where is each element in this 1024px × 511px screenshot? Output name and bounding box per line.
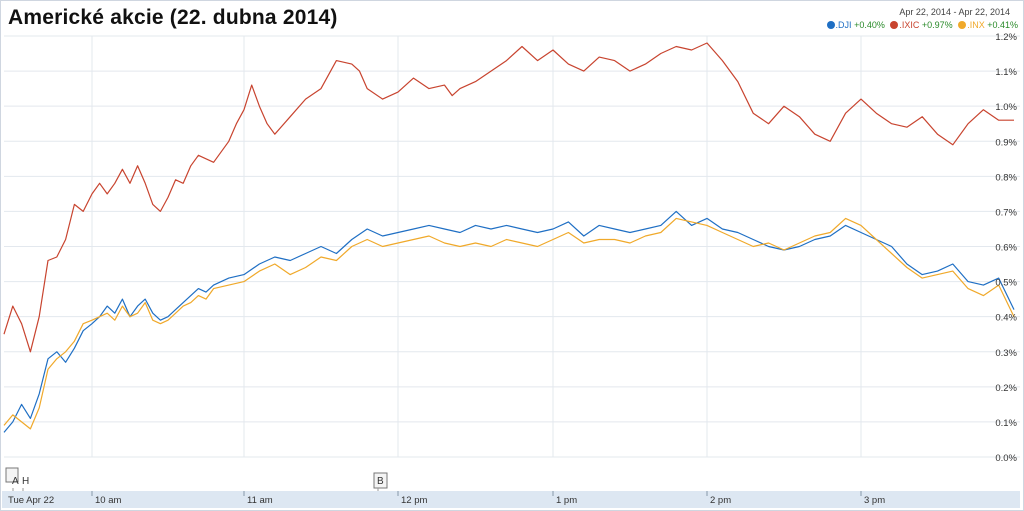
x-tick-label: 10 am — [95, 495, 121, 506]
legend-name-ixic: .IXIC — [899, 20, 920, 30]
series-line-ixic — [3, 42, 1014, 353]
date-range: Apr 22, 2014 - Apr 22, 2014 — [899, 7, 1010, 17]
legend-dot-inx — [958, 21, 967, 29]
y-axis: 0.0% 0.1% 0.2% 0.3% 0.4% 0.5% 0.6% 0.7% 0.8% 0.9%… — [995, 32, 1017, 464]
y-tick-label: 0.7% — [995, 207, 1017, 218]
marker-h: H — [22, 476, 29, 487]
legend-change-ixic: +0.97% — [921, 20, 953, 30]
legend-change-inx: +0.41% — [987, 20, 1018, 30]
y-tick-label: 1.1% — [995, 67, 1017, 78]
x-tick-label: Tue Apr 22 — [8, 495, 54, 506]
legend-dot-ixic — [890, 21, 899, 29]
legend-dot-dji — [826, 21, 835, 29]
marker-box-b — [373, 472, 388, 489]
x-tick-label: 3 pm — [864, 495, 885, 506]
y-tick-label: 1.2% — [995, 32, 1017, 43]
y-tick-label: 0.3% — [995, 348, 1017, 359]
legend-item-ixic[interactable]: .IXIC +0.97% — [890, 20, 955, 30]
y-tick-label: 0.6% — [995, 243, 1017, 254]
gridlines — [4, 35, 1020, 458]
legend-name-inx: .INX — [967, 20, 985, 30]
legend-item-dji[interactable]: .DJI +0.40% — [826, 20, 888, 30]
y-tick-label: 0.8% — [995, 172, 1017, 183]
series-lines — [3, 42, 1015, 433]
x-axis: Tue Apr 22 10 am 11 am 12 pm 1 pm 2 pm 3 pm — [8, 491, 885, 506]
marker-flag — [5, 467, 19, 483]
x-tick-label: 1 pm — [556, 495, 577, 506]
series-line-dji — [3, 210, 1015, 433]
legend-change-dji: +0.40% — [854, 20, 885, 30]
legend-name-dji: .DJI — [835, 20, 852, 30]
marker-a: A — [12, 476, 19, 487]
y-tick-label: 0.5% — [995, 278, 1017, 289]
legend: .DJI +0.40% .IXIC +0.97% .INX +0.41% — [824, 20, 1018, 30]
y-tick-label: 0.0% — [995, 453, 1017, 464]
y-tick-label: 1.0% — [995, 102, 1017, 113]
chart-title: Americké akcie (22. dubna 2014) — [8, 6, 338, 29]
timeline-bar[interactable] — [2, 491, 1020, 508]
y-tick-label: 0.4% — [995, 313, 1017, 324]
x-tick-label: 11 am — [247, 495, 273, 506]
series-line-inx — [3, 217, 1015, 430]
marker-b: B — [377, 476, 384, 487]
legend-item-inx[interactable]: .INX +0.41% — [958, 20, 1018, 30]
x-tick-label: 2 pm — [710, 495, 731, 506]
y-tick-label: 0.9% — [995, 137, 1017, 148]
y-tick-label: 0.1% — [995, 418, 1017, 429]
x-tick-label: 12 pm — [401, 495, 427, 506]
y-tick-label: 0.2% — [995, 383, 1017, 394]
